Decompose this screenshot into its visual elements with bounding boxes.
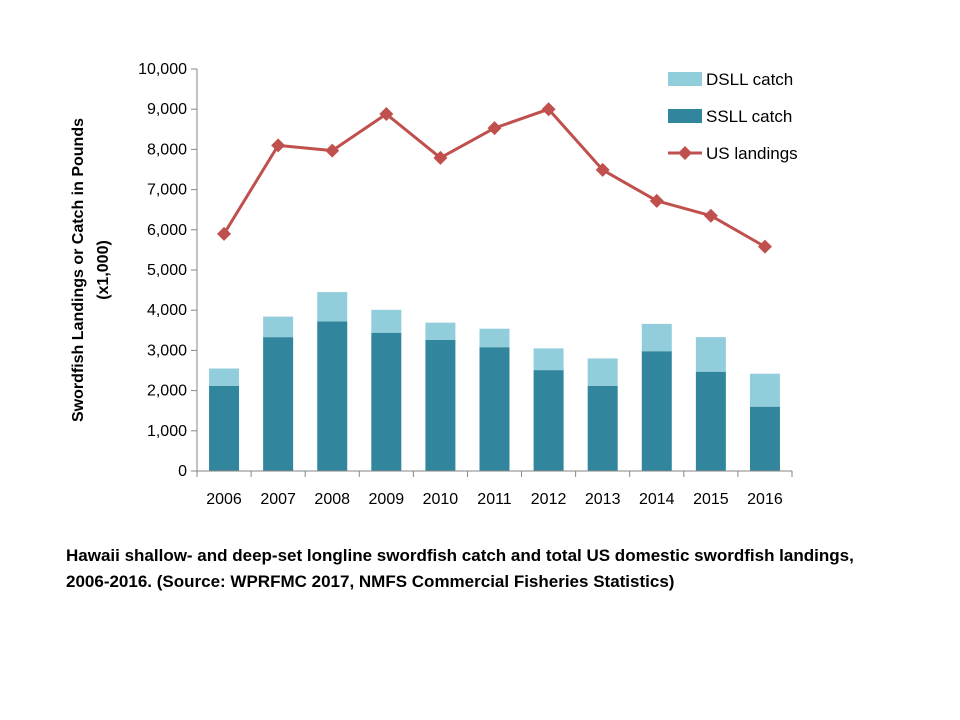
point-us-landings-2015 (703, 208, 718, 223)
bar-ssll-catch-2013 (587, 385, 618, 471)
legend-us-landings-label: US landings (706, 144, 798, 163)
bar-ssll-catch-2012 (533, 370, 564, 471)
bar-dsll-catch-2007 (263, 316, 294, 338)
bar-ssll-catch-2006 (209, 385, 240, 471)
x-tick-label-2009: 2009 (369, 491, 405, 508)
y-tick-label: 0 (178, 463, 187, 480)
point-us-landings-2007 (271, 138, 286, 153)
point-us-landings-2014 (649, 193, 664, 208)
x-tick-label-2016: 2016 (747, 491, 783, 508)
y-tick-label: 3,000 (147, 342, 187, 359)
chart: 0 1,000 2,000 3,000 4,000 5,000 6,000 7,000 8,00… (70, 61, 798, 508)
bar-ssll-catch-2016 (749, 406, 780, 471)
y-axis-label-line1: Swordfish Landings or Catch in Pounds (70, 118, 87, 422)
bar-dsll-catch-2010 (425, 322, 456, 340)
legend-dsll-catch-label: DSLL catch (706, 70, 793, 89)
x-tick-label-2006: 2006 (206, 491, 242, 508)
us-landings-line (217, 102, 772, 254)
x-tick-label-2013: 2013 (585, 491, 621, 508)
bar-ssll-catch-2011 (479, 347, 510, 471)
y-tick-label: 4,000 (147, 302, 187, 319)
y-tick-label: 6,000 (147, 222, 187, 239)
bar-dsll-catch-2012 (533, 348, 564, 371)
bar-dsll-catch-2013 (587, 358, 618, 386)
point-us-landings-2011 (487, 121, 502, 136)
legend-us-landings-marker (678, 146, 692, 160)
bar-ssll-catch-2010 (425, 339, 456, 471)
x-tick-label-2007: 2007 (260, 491, 296, 508)
point-us-landings-2009 (379, 107, 394, 122)
y-tick-label: 2,000 (147, 383, 187, 400)
y-tick-label: 9,000 (147, 101, 187, 118)
x-tick-label-2008: 2008 (314, 491, 350, 508)
x-tick-label-2011: 2011 (477, 491, 512, 508)
legend-ssll-catch-label: SSLL catch (706, 107, 792, 126)
bar-dsll-catch-2011 (479, 328, 510, 348)
bar-dsll-catch-2016 (749, 373, 780, 407)
y-tick-label: 1,000 (147, 423, 187, 440)
y-axis-label-line2: (x1,000) (95, 240, 112, 300)
y-tick-label: 5,000 (147, 262, 187, 279)
point-us-landings-2016 (757, 239, 772, 254)
x-tick-label-2015: 2015 (693, 491, 729, 508)
bar-ssll-catch-2009 (371, 332, 402, 471)
legend: DSLL catch SSLL catch US landings (668, 70, 798, 163)
point-us-landings-2010 (433, 150, 448, 165)
x-tick-label-2010: 2010 (423, 491, 459, 508)
bar-dsll-catch-2015 (695, 337, 726, 372)
bar-dsll-catch-2006 (209, 368, 240, 386)
bar-dsll-catch-2008 (317, 292, 348, 322)
y-tick-label: 8,000 (147, 141, 187, 158)
x-tick-label-2014: 2014 (639, 491, 675, 508)
legend-dsll-catch-swatch (668, 72, 702, 86)
axes (196, 69, 792, 472)
figure-caption: Hawaii shallow- and deep-set longline sw… (66, 546, 854, 591)
point-us-landings-2008 (325, 143, 340, 158)
bar-dsll-catch-2014 (641, 323, 672, 352)
x-tick-label-2012: 2012 (531, 491, 567, 508)
bar-ssll-catch-2007 (263, 337, 294, 471)
x-axis-ticks: 2006 2007 2008 2009 2010 2011 2012 2013 2014 2015… (196, 471, 793, 508)
point-us-landings-2013 (595, 162, 610, 177)
point-us-landings-2006 (217, 226, 232, 241)
bar-dsll-catch-2009 (371, 309, 402, 333)
y-tick-label: 10,000 (138, 61, 187, 78)
legend-ssll-catch-swatch (668, 109, 702, 123)
y-axis-ticks: 0 1,000 2,000 3,000 4,000 5,000 6,000 7,000 8,00… (138, 61, 197, 480)
bar-ssll-catch-2014 (641, 351, 672, 471)
bar-ssll-catch-2008 (317, 321, 348, 471)
y-tick-label: 7,000 (147, 182, 187, 199)
bar-ssll-catch-2015 (695, 371, 726, 471)
y-axis-label: Swordfish Landings or Catch in Pounds (x1… (70, 118, 112, 422)
point-us-landings-2012 (541, 102, 556, 117)
bars (209, 292, 780, 471)
